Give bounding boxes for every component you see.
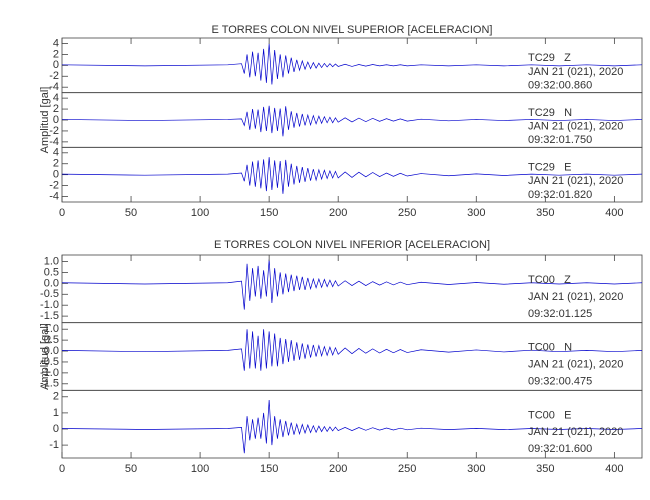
y-tick-label: 4 (53, 37, 59, 49)
x-tick-label: 350 (536, 463, 554, 475)
time-label: 09:32:00.475 (528, 375, 592, 387)
x-tick-label: 350 (536, 207, 554, 219)
y-tick-label: -1.0 (40, 299, 59, 311)
y-tick-label: -0.5 (40, 288, 59, 300)
date-label: JAN 21 (021), 2020 (528, 291, 623, 303)
waveform (61, 43, 643, 85)
y-tick-label: -2 (49, 180, 59, 192)
x-tick-label: 200 (329, 463, 347, 475)
y-tick-label: 0 (53, 114, 59, 126)
x-tick-label: 200 (329, 207, 347, 219)
y-tick-label: -4 (49, 190, 59, 202)
x-tick-label: 100 (191, 207, 209, 219)
x-tick-label: 400 (605, 463, 623, 475)
panel-frame (61, 389, 643, 459)
y-tick-label: 0 (53, 423, 59, 435)
y-tick-label: 0 (53, 169, 59, 181)
y-tick-label: 0.0 (44, 345, 59, 357)
y-tick-label: 2 (53, 103, 59, 115)
y-tick-label: 2 (53, 158, 59, 170)
waveform (61, 105, 643, 137)
y-tick-label: -1.0 (40, 367, 59, 379)
y-tick-label: 0 (53, 59, 59, 71)
x-tick-label: 0 (59, 207, 65, 219)
x-tick-label: 400 (605, 207, 623, 219)
time-label: 09:32:01.600 (528, 443, 592, 455)
y-tick-label: 1.0 (44, 255, 59, 267)
x-tick-label: 150 (260, 463, 278, 475)
time-label: 09:32:01.750 (528, 134, 592, 146)
waveform (61, 259, 643, 310)
date-label: JAN 21 (021), 2020 (528, 426, 623, 438)
x-tick-label: 50 (125, 463, 137, 475)
date-label: JAN 21 (021), 2020 (528, 359, 623, 371)
time-label: 09:32:01.125 (528, 308, 592, 320)
station-label: TC00 E (528, 409, 571, 421)
y-tick-label: -2 (49, 125, 59, 137)
y-axis-label: Amplitud [gal] (39, 323, 51, 390)
x-tick-label: 300 (467, 207, 485, 219)
x-tick-label: 250 (398, 207, 416, 219)
y-tick-label: -0.5 (40, 356, 59, 368)
station-label: TC00 Z (528, 274, 571, 286)
y-tick-label: 2 (53, 391, 59, 403)
y-tick-label: 0.5 (44, 334, 59, 346)
date-label: JAN 21 (021), 2020 (528, 175, 623, 187)
y-tick-label: -4 (49, 136, 59, 148)
waveform (61, 329, 643, 371)
date-label: JAN 21 (021), 2020 (528, 66, 623, 78)
waveform (61, 399, 643, 454)
y-axis-label: Amplitud [gal] (39, 87, 51, 154)
y-tick-label: 4 (53, 92, 59, 104)
chart-title: E TORRES COLON NIVEL INFERIOR [ACELERACI… (214, 239, 490, 251)
x-tick-label: 0 (59, 463, 65, 475)
station-label: TC29 N (528, 107, 572, 119)
y-tick-label: 2 (53, 48, 59, 60)
chart-title: E TORRES COLON NIVEL SUPERIOR [ACELERACI… (212, 24, 493, 36)
y-tick-label: -2 (49, 70, 59, 82)
x-tick-label: 50 (125, 207, 137, 219)
y-tick-label: -1.5 (40, 310, 59, 322)
y-tick-label: 1 (53, 407, 59, 419)
x-tick-label: 100 (191, 463, 209, 475)
y-tick-label: 0.5 (44, 266, 59, 278)
y-tick-label: -1.5 (40, 378, 59, 390)
y-tick-label: 0.0 (44, 277, 59, 289)
station-label: TC00 N (528, 342, 572, 354)
y-tick-label: -1 (49, 439, 59, 451)
waveform (61, 157, 643, 194)
x-tick-label: 150 (260, 207, 278, 219)
y-tick-label: -4 (49, 81, 59, 93)
station-label: TC29 Z (528, 52, 571, 64)
y-tick-label: 4 (53, 147, 59, 159)
time-label: 09:32:00.860 (528, 79, 592, 91)
x-tick-label: 250 (398, 463, 416, 475)
time-label: 09:32:01.820 (528, 189, 592, 201)
date-label: JAN 21 (021), 2020 (528, 120, 623, 132)
y-tick-label: 1.0 (44, 323, 59, 335)
station-label: TC29 E (528, 161, 571, 173)
x-tick-label: 300 (467, 463, 485, 475)
